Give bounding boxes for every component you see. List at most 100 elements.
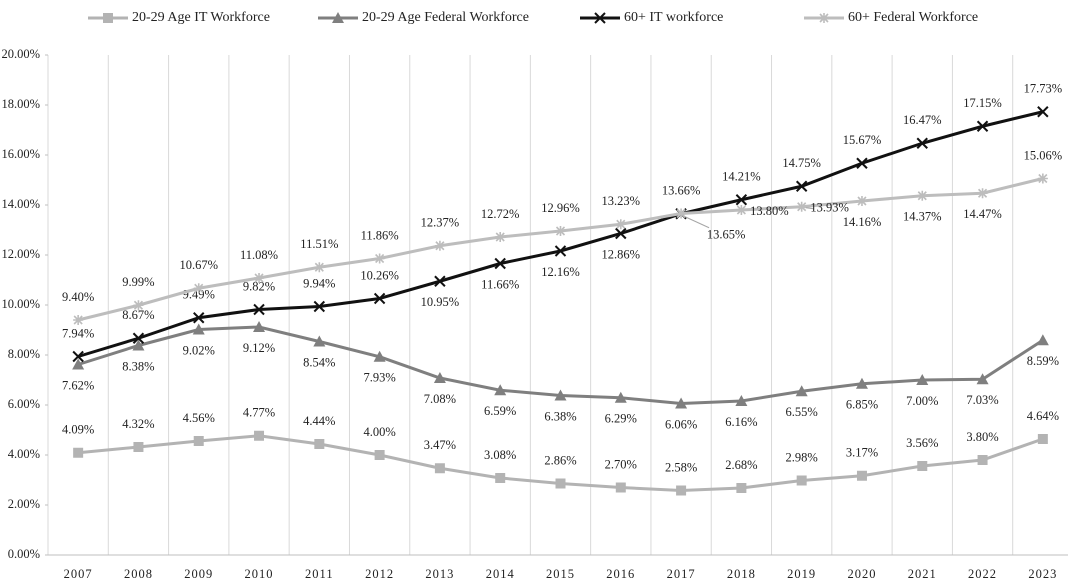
marker (916, 137, 928, 149)
marker (72, 358, 85, 370)
data-label: 13.80% (750, 204, 789, 218)
data-label: 14.21% (722, 170, 761, 184)
y-tick-label: 8.00% (8, 347, 40, 361)
data-label: 7.03% (966, 393, 998, 407)
data-label: 12.72% (481, 207, 520, 221)
marker (133, 300, 144, 311)
data-label: 2.58% (665, 460, 697, 474)
data-label: 17.73% (1024, 82, 1063, 96)
marker (434, 275, 446, 287)
data-label: 14.47% (963, 207, 1002, 221)
data-label: 9.82% (243, 279, 275, 293)
marker (555, 226, 566, 236)
legend-item: 60+ IT workforce (580, 10, 723, 25)
data-label: 9.94% (303, 276, 335, 290)
data-label: 7.93% (363, 371, 395, 385)
marker (192, 323, 205, 335)
marker (254, 430, 265, 441)
data-label: 2.86% (544, 453, 576, 467)
y-tick-label: 14.00% (1, 197, 40, 211)
marker (314, 262, 325, 273)
data-label: 12.86% (602, 247, 641, 261)
marker (735, 194, 748, 206)
marker (434, 240, 445, 251)
data-label: 16.47% (903, 113, 942, 127)
marker (373, 292, 386, 305)
data-label: 15.67% (843, 133, 882, 147)
data-label: 7.94% (62, 326, 94, 340)
data-label: 13.65% (707, 228, 746, 242)
data-label: 8.54% (303, 355, 335, 369)
data-label: 4.64% (1027, 409, 1059, 423)
data-label: 3.80% (966, 430, 998, 444)
marker (313, 335, 326, 347)
legend-item: 20-29 Age Federal Workforce (318, 10, 529, 25)
marker (1037, 173, 1048, 184)
data-label: 7.62% (62, 378, 94, 392)
marker (254, 273, 265, 283)
y-tick-label: 10.00% (1, 297, 40, 311)
x-tick-label: 2016 (606, 567, 635, 581)
legend-item: 20-29 Age IT Workforce (88, 10, 270, 25)
data-label: 6.55% (786, 405, 818, 419)
y-tick-label: 20.00% (1, 47, 40, 61)
marker (133, 442, 144, 452)
marker (615, 227, 627, 240)
x-tick-label: 2017 (667, 567, 696, 581)
marker (373, 350, 386, 362)
x-tick-label: 2022 (968, 567, 997, 581)
data-label: 13.93% (810, 201, 849, 215)
x-tick-label: 2018 (727, 567, 756, 581)
marker (819, 13, 829, 23)
marker (72, 350, 84, 363)
legend-label: 60+ IT workforce (624, 10, 723, 25)
data-label: 14.75% (782, 156, 821, 170)
data-label: 4.09% (62, 423, 94, 437)
data-label: 3.47% (424, 438, 456, 452)
x-tick-label: 2010 (245, 567, 274, 581)
marker (796, 475, 807, 486)
data-label: 14.16% (843, 215, 882, 229)
marker (855, 377, 868, 389)
marker (976, 120, 989, 132)
data-label: 9.40% (62, 290, 94, 304)
y-tick-label: 6.00% (8, 397, 40, 411)
marker (103, 13, 113, 23)
marker (615, 219, 626, 230)
marker (193, 283, 204, 294)
marker (495, 232, 506, 242)
marker (253, 303, 265, 316)
data-label: 10.95% (421, 295, 460, 309)
marker (916, 374, 929, 385)
data-label: 3.17% (846, 446, 878, 460)
data-label: 10.67% (179, 258, 218, 272)
data-label: 11.08% (240, 248, 278, 262)
leader-line (684, 216, 710, 229)
marker (554, 389, 567, 401)
data-label: 9.12% (243, 341, 275, 355)
data-label: 6.85% (846, 398, 878, 412)
marker (615, 482, 626, 493)
data-label: 12.16% (541, 265, 580, 279)
data-label: 6.29% (605, 412, 637, 426)
marker (495, 473, 506, 483)
marker (795, 180, 808, 192)
marker (795, 385, 808, 397)
x-tick-label: 2013 (425, 567, 454, 581)
data-label: 14.37% (903, 210, 942, 224)
data-label: 12.96% (541, 201, 580, 215)
marker (856, 196, 867, 206)
data-label: 9.99% (122, 275, 154, 289)
data-label: 15.06% (1024, 148, 1063, 162)
y-tick-label: 0.00% (8, 547, 40, 561)
data-label: 2.98% (786, 450, 818, 464)
data-label: 13.23% (602, 194, 641, 208)
marker (554, 245, 567, 257)
data-label: 12.37% (421, 216, 460, 230)
marker (73, 447, 84, 458)
legend-label: 20-29 Age IT Workforce (132, 10, 270, 25)
leader-line (805, 207, 814, 210)
data-label: 9.02% (183, 343, 215, 357)
marker (977, 188, 988, 199)
